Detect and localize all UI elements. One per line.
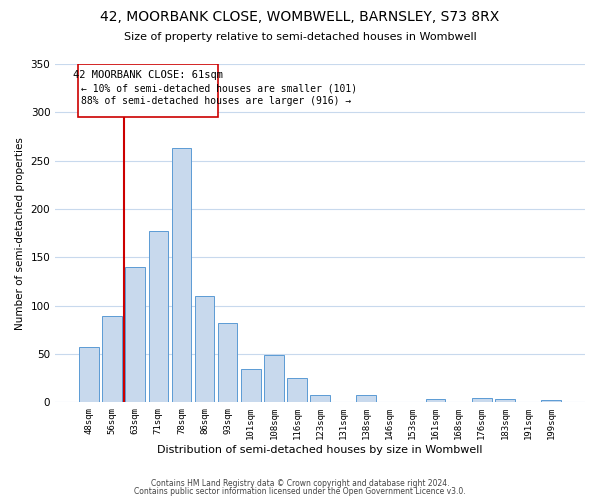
Text: 42, MOORBANK CLOSE, WOMBWELL, BARNSLEY, S73 8RX: 42, MOORBANK CLOSE, WOMBWELL, BARNSLEY, … bbox=[100, 10, 500, 24]
FancyBboxPatch shape bbox=[78, 64, 218, 117]
Bar bbox=[287, 378, 307, 402]
Text: Contains HM Land Registry data © Crown copyright and database right 2024.: Contains HM Land Registry data © Crown c… bbox=[151, 478, 449, 488]
Text: ← 10% of semi-detached houses are smaller (101): ← 10% of semi-detached houses are smalle… bbox=[82, 84, 358, 94]
Bar bbox=[472, 398, 491, 402]
Text: 42 MOORBANK CLOSE: 61sqm: 42 MOORBANK CLOSE: 61sqm bbox=[73, 70, 223, 80]
Bar bbox=[172, 148, 191, 403]
Bar bbox=[149, 231, 168, 402]
Bar bbox=[495, 400, 515, 402]
Y-axis label: Number of semi-detached properties: Number of semi-detached properties bbox=[15, 136, 25, 330]
Text: Size of property relative to semi-detached houses in Wombwell: Size of property relative to semi-detach… bbox=[124, 32, 476, 42]
X-axis label: Distribution of semi-detached houses by size in Wombwell: Distribution of semi-detached houses by … bbox=[157, 445, 483, 455]
Text: Contains public sector information licensed under the Open Government Licence v3: Contains public sector information licen… bbox=[134, 487, 466, 496]
Bar bbox=[103, 316, 122, 402]
Bar bbox=[356, 394, 376, 402]
Bar bbox=[79, 347, 99, 403]
Bar bbox=[195, 296, 214, 403]
Bar bbox=[218, 323, 238, 402]
Bar bbox=[241, 368, 260, 402]
Bar bbox=[310, 394, 330, 402]
Bar bbox=[541, 400, 561, 402]
Text: 88% of semi-detached houses are larger (916) →: 88% of semi-detached houses are larger (… bbox=[82, 96, 352, 106]
Bar bbox=[426, 400, 445, 402]
Bar bbox=[125, 267, 145, 402]
Bar bbox=[264, 355, 284, 403]
